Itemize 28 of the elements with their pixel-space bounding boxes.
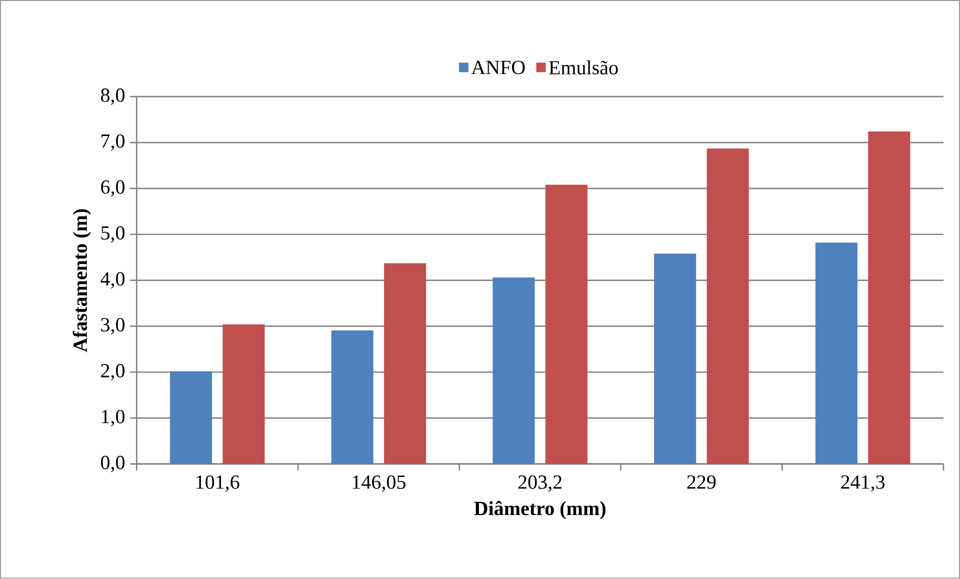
bar <box>706 148 749 464</box>
bar <box>222 324 265 464</box>
bar <box>492 278 535 464</box>
x-tick-label: 241,3 <box>841 476 885 492</box>
legend-label: Emulsão <box>549 60 618 75</box>
y-tick-label: 4,0 <box>100 272 124 289</box>
y-tick-label: 7,0 <box>102 134 124 151</box>
legend-label: ANFO <box>471 60 525 74</box>
bar <box>331 330 374 464</box>
x-tick-label: 101,6 <box>196 476 240 492</box>
y-tick-label: 1,0 <box>102 410 124 426</box>
x-tick-label: 229 <box>687 476 716 490</box>
y-tick-label: 8,0 <box>100 88 124 105</box>
bar <box>545 184 588 464</box>
bar <box>170 371 212 464</box>
y-tick-label: 6,0 <box>101 180 124 197</box>
bar <box>868 132 910 464</box>
x-axis-title: Diâmetro (mm) <box>474 501 606 520</box>
bar <box>654 254 696 464</box>
x-tick-label: 146,05 <box>352 476 406 492</box>
x-tick-label: 203,2 <box>518 476 562 492</box>
y-tick-label: 5,0 <box>101 226 124 243</box>
y-tick-label: 0,0 <box>100 456 124 472</box>
bar <box>815 242 858 464</box>
y-axis-title: Afastamento (m) <box>72 209 92 352</box>
bar <box>384 264 426 464</box>
y-tick-label: 3,0 <box>101 318 124 335</box>
y-tick-label: 2,0 <box>101 364 124 381</box>
